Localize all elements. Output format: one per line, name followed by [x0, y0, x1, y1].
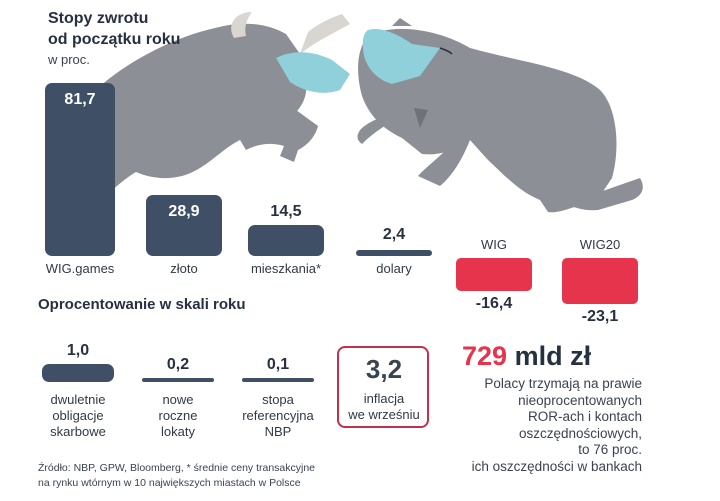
bar [45, 82, 115, 256]
category-label: mieszkania* [250, 261, 322, 276]
big-figure-unit: mld zł [514, 341, 592, 371]
category-label-line: obligacje [52, 408, 104, 423]
bar [146, 194, 222, 256]
data-label: 81,7 [64, 90, 96, 108]
note-line: Polacy trzymają na prawie [484, 376, 642, 391]
category-label-line: dwuletnie [50, 392, 106, 407]
data-label: 2,4 [382, 226, 406, 243]
bar [142, 378, 214, 382]
source-line: Źródło: NBP, GPW, Bloomberg, * średnie c… [38, 462, 316, 474]
note-line: nieoprocentowanych [518, 392, 642, 408]
chart-title-line2: od początku roku [48, 31, 181, 48]
category-label: stopa referencyjna NBP [228, 392, 328, 440]
category-label-line: stopa [262, 392, 294, 407]
big-figure: 729 mld zł [462, 341, 591, 372]
chart-unit: w proc. [48, 52, 90, 67]
savings-note: Polacy trzymają na prawie nieoprocentowa… [472, 376, 642, 475]
category-label: nowe roczne lokaty [128, 392, 228, 440]
data-label: 14,5 [270, 203, 302, 221]
chart-title: Stopy zwrotu [48, 10, 149, 27]
data-label: 3,2 [365, 354, 403, 384]
category-label-line: inflacja [363, 391, 405, 406]
category-label-line: roczne [158, 408, 198, 423]
category-label-line: referencyjna [242, 408, 314, 423]
inflation-highlight-box [337, 346, 429, 428]
bar [456, 258, 532, 291]
data-label: 0,2 [166, 356, 190, 373]
data-label: 1,0 [66, 342, 90, 359]
category-label: dwuletnie obligacje skarbowe [28, 392, 128, 440]
note-line: ich oszczędności w bankach [471, 458, 642, 474]
bar [242, 378, 314, 382]
bar [356, 250, 432, 256]
category-label: WIG.games [45, 261, 115, 276]
data-label: -16,4 [475, 294, 513, 312]
category-label: WIG20 [579, 237, 621, 252]
note-line: oszczędnościowych, [518, 425, 642, 441]
bear-icon [357, 18, 643, 213]
section-title-interest: Oprocentowanie w skali roku [38, 296, 246, 313]
category-label-line: lokaty [161, 424, 195, 439]
category-label-line: NBP [264, 424, 292, 439]
category-label: inflacja we wrześniu [334, 391, 434, 423]
source-line: na rynku wtórnym w 10 największych miast… [38, 477, 301, 489]
data-label: 28,9 [168, 202, 200, 220]
bull-mask-icon [276, 52, 350, 93]
category-label-line: skarbowe [50, 424, 106, 439]
category-label: złoto [170, 261, 198, 276]
source-note: Źródło: NBP, GPW, Bloomberg, * średnie c… [38, 461, 315, 491]
data-label: -23,1 [581, 308, 619, 326]
bar [562, 258, 638, 305]
note-line: to 76 proc. [578, 442, 642, 457]
category-label-line: we wrześniu [348, 407, 420, 422]
note-line: ROR-ach i kontach [527, 409, 642, 424]
bar [42, 364, 114, 382]
category-label: WIG [481, 237, 507, 252]
big-figure-value: 729 [462, 341, 508, 371]
bear-mask-icon [362, 28, 440, 84]
category-label: dolary [376, 261, 412, 276]
data-label: 0,1 [266, 356, 290, 373]
category-label-line: nowe [162, 392, 194, 407]
bar [248, 225, 324, 256]
